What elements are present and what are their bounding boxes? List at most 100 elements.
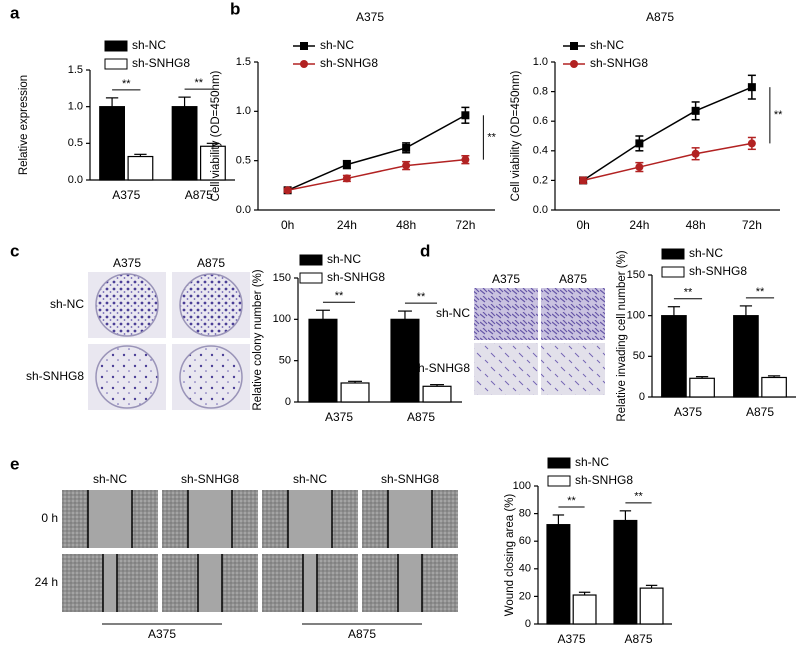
- image-row-label: 0 h: [41, 511, 58, 525]
- y-tick-label: 1.0: [236, 105, 251, 117]
- bar: [99, 106, 126, 181]
- significance-label: **: [774, 109, 783, 121]
- y-tick-label: 60: [519, 535, 531, 547]
- legend-swatch: [299, 254, 323, 266]
- marker: [342, 160, 351, 169]
- x-tick-label: A875: [407, 410, 435, 424]
- legend-label: sh-NC: [327, 252, 361, 266]
- legend-swatch: [547, 475, 571, 487]
- significance-label: **: [756, 286, 765, 298]
- legend-swatch: [661, 266, 685, 278]
- image-column-label: A375: [113, 256, 141, 270]
- marker: [691, 149, 700, 158]
- y-tick-label: 0: [285, 396, 291, 408]
- image-row-label: sh-NC: [436, 306, 470, 320]
- legend-marker: [570, 60, 578, 68]
- bar: [689, 377, 715, 398]
- chart-title: A375: [356, 10, 384, 24]
- y-axis-label: Cell viability (OD=450nm): [210, 70, 222, 201]
- y-tick-label: 0.8: [533, 86, 548, 98]
- marker: [402, 143, 411, 152]
- marker: [461, 111, 470, 120]
- significance-label: **: [567, 495, 576, 507]
- marker: [579, 176, 588, 185]
- bar: [199, 145, 226, 181]
- y-tick-label: 1.0: [68, 101, 83, 113]
- panel-label: c: [10, 241, 19, 260]
- marker: [342, 174, 351, 183]
- legend-label: sh-NC: [132, 38, 166, 52]
- significance-label: **: [335, 290, 344, 302]
- legend-swatch: [299, 272, 323, 284]
- x-tick-label: 24h: [629, 218, 649, 232]
- legend-label: sh-SNHG8: [575, 473, 633, 487]
- y-tick-label: 0.6: [533, 115, 548, 127]
- x-tick-label: A375: [325, 410, 353, 424]
- x-tick-label: 72h: [455, 218, 475, 232]
- significance-label: **: [194, 77, 203, 89]
- y-tick-label: 100: [627, 310, 645, 322]
- x-tick-label: 72h: [742, 218, 762, 232]
- marker: [402, 161, 411, 170]
- bar: [661, 315, 687, 398]
- image-row-label: 24 h: [35, 575, 58, 589]
- bar: [639, 587, 664, 625]
- y-axis-label: Wound closing area (%): [504, 494, 516, 617]
- series-line: [582, 86, 753, 182]
- y-tick-label: 0.2: [533, 174, 548, 186]
- image-column-label: A875: [197, 256, 225, 270]
- legend-label: sh-NC: [320, 38, 354, 52]
- legend-label: sh-NC: [575, 455, 609, 469]
- image-wound: [103, 554, 117, 612]
- x-tick-label: A375: [557, 632, 585, 643]
- y-tick-label: 50: [279, 355, 291, 367]
- image-dish: [95, 273, 159, 337]
- significance-label: **: [417, 291, 426, 303]
- bar: [761, 376, 787, 398]
- legend-marker: [570, 42, 578, 50]
- y-tick-label: 1.5: [236, 56, 251, 68]
- image-wound: [88, 490, 132, 548]
- bar: [127, 155, 154, 181]
- legend-label: sh-SNHG8: [689, 264, 747, 278]
- x-tick-label: A875: [185, 188, 213, 202]
- x-tick-label: A875: [746, 405, 774, 419]
- bar: [733, 315, 759, 398]
- group-label: A875: [348, 627, 376, 641]
- image-row-label: sh-SNHG8: [26, 369, 84, 383]
- y-axis-label: Cell viability (OD=450nm): [510, 70, 522, 201]
- y-tick-label: 100: [513, 480, 531, 492]
- image-dish: [179, 273, 243, 337]
- image-row-label: sh-NC: [50, 297, 84, 311]
- bar: [308, 318, 338, 403]
- y-tick-label: 50: [633, 350, 645, 362]
- image-column-label: sh-SNHG8: [181, 472, 239, 486]
- y-tick-label: 0.0: [533, 204, 548, 216]
- y-axis-label: Relative invading cell number (%): [616, 250, 628, 421]
- legend-label: sh-NC: [590, 38, 624, 52]
- series-line: [287, 158, 466, 192]
- image-stain: [541, 343, 605, 395]
- legend-swatch: [104, 58, 128, 70]
- marker: [691, 106, 700, 115]
- marker: [635, 139, 644, 148]
- x-tick-label: A375: [674, 405, 702, 419]
- y-tick-label: 0.5: [236, 155, 251, 167]
- y-tick-label: 150: [627, 269, 645, 281]
- y-tick-label: 100: [273, 313, 291, 325]
- y-tick-label: 0.4: [533, 145, 548, 157]
- image-wound: [398, 554, 422, 612]
- marker: [747, 139, 756, 148]
- panel-label: b: [230, 0, 240, 18]
- image-wound: [188, 490, 232, 548]
- marker: [747, 83, 756, 92]
- image-dish: [95, 345, 159, 409]
- image-wound: [198, 554, 222, 612]
- panel-label: a: [10, 3, 20, 22]
- bar: [546, 524, 571, 625]
- y-tick-label: 150: [273, 272, 291, 284]
- bar: [572, 594, 597, 625]
- x-tick-label: A875: [624, 632, 652, 643]
- marker: [283, 186, 292, 195]
